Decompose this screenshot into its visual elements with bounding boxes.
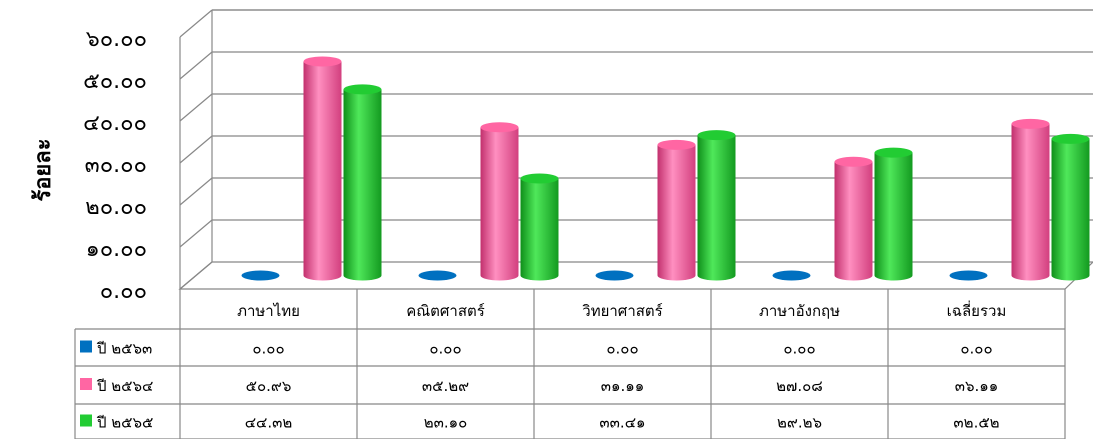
bar (303, 56, 342, 281)
bar (657, 139, 696, 281)
y-tick-label: ๔๐.๐๐ (83, 111, 147, 136)
data-label: ๓๑.๑๑ (601, 377, 645, 395)
gridline (179, 9, 1093, 38)
x-tick-label: วิทยาศาสตร์ (582, 302, 663, 320)
data-label: ๐.๐๐ (960, 340, 992, 358)
legend-entry: ปี ๒๕๖๕ (80, 414, 153, 432)
y-tick-label: ๓๐.๐๐ (85, 153, 147, 178)
bar (874, 147, 913, 281)
x-tick-label: คณิตศาสตร์ (406, 302, 485, 320)
x-tick-label: เฉลี่ยรวม (947, 300, 1007, 320)
data-label: ๓๕.๒๙ (422, 377, 469, 395)
legend-entry: ปี ๒๕๖๓ (80, 340, 152, 358)
svg-text:ปี ๒๕๖๓: ปี ๒๕๖๓ (96, 340, 152, 358)
svg-text:ปี ๒๕๖๔: ปี ๒๕๖๔ (96, 377, 153, 395)
gridline (179, 261, 213, 290)
bar (241, 270, 280, 281)
data-label: ๔๔.๓๒ (245, 414, 293, 432)
data-label: ๓๓.๔๑ (599, 414, 645, 432)
bar (1051, 133, 1090, 281)
data-label: ๒๗.๐๘ (776, 377, 823, 395)
svg-text:ปี ๒๕๖๕: ปี ๒๕๖๕ (96, 414, 153, 432)
bar (480, 122, 519, 281)
x-tick-label: ภาษาอังกฤษ (759, 302, 840, 320)
data-label: ๒๙.๒๖ (777, 414, 822, 432)
data-label: ๐.๐๐ (606, 340, 638, 358)
data-label: ๐.๐๐ (429, 340, 461, 358)
data-label: ๓๖.๑๑ (955, 377, 999, 395)
bar (343, 84, 382, 281)
y-tick-label: ๒๐.๐๐ (85, 195, 147, 220)
bar (834, 156, 873, 281)
y-tick-label: ๕๐.๐๐ (83, 69, 147, 94)
bar (520, 173, 559, 281)
data-label: ๐.๐๐ (252, 340, 284, 358)
y-tick-label: ๐.๐๐ (100, 279, 147, 304)
data-label: ๒๓.๑๐ (424, 414, 468, 432)
data-label: ๓๒.๕๒ (953, 414, 999, 432)
bar (418, 270, 457, 281)
data-label: ๐.๐๐ (783, 340, 815, 358)
y-tick-label: ๑๐.๐๐ (86, 237, 147, 262)
y-tick-label: ๖๐.๐๐ (86, 27, 147, 52)
y-axis-title: ร้อยละ (31, 138, 56, 201)
data-label: ๕๐.๙๖ (246, 377, 292, 395)
gridline (179, 51, 1093, 80)
bar (1011, 118, 1050, 281)
x-tick-label: ภาษาไทย (237, 302, 300, 320)
bar (595, 270, 634, 281)
bar (697, 130, 736, 281)
bar (949, 270, 988, 281)
legend-entry: ปี ๒๕๖๔ (80, 377, 153, 395)
bar (772, 270, 811, 281)
data-table: ภาษาไทย คณิตศาสตร์ วิทยาศาสตร์ ภาษาอังกฤษ เฉ… (74, 289, 1066, 439)
